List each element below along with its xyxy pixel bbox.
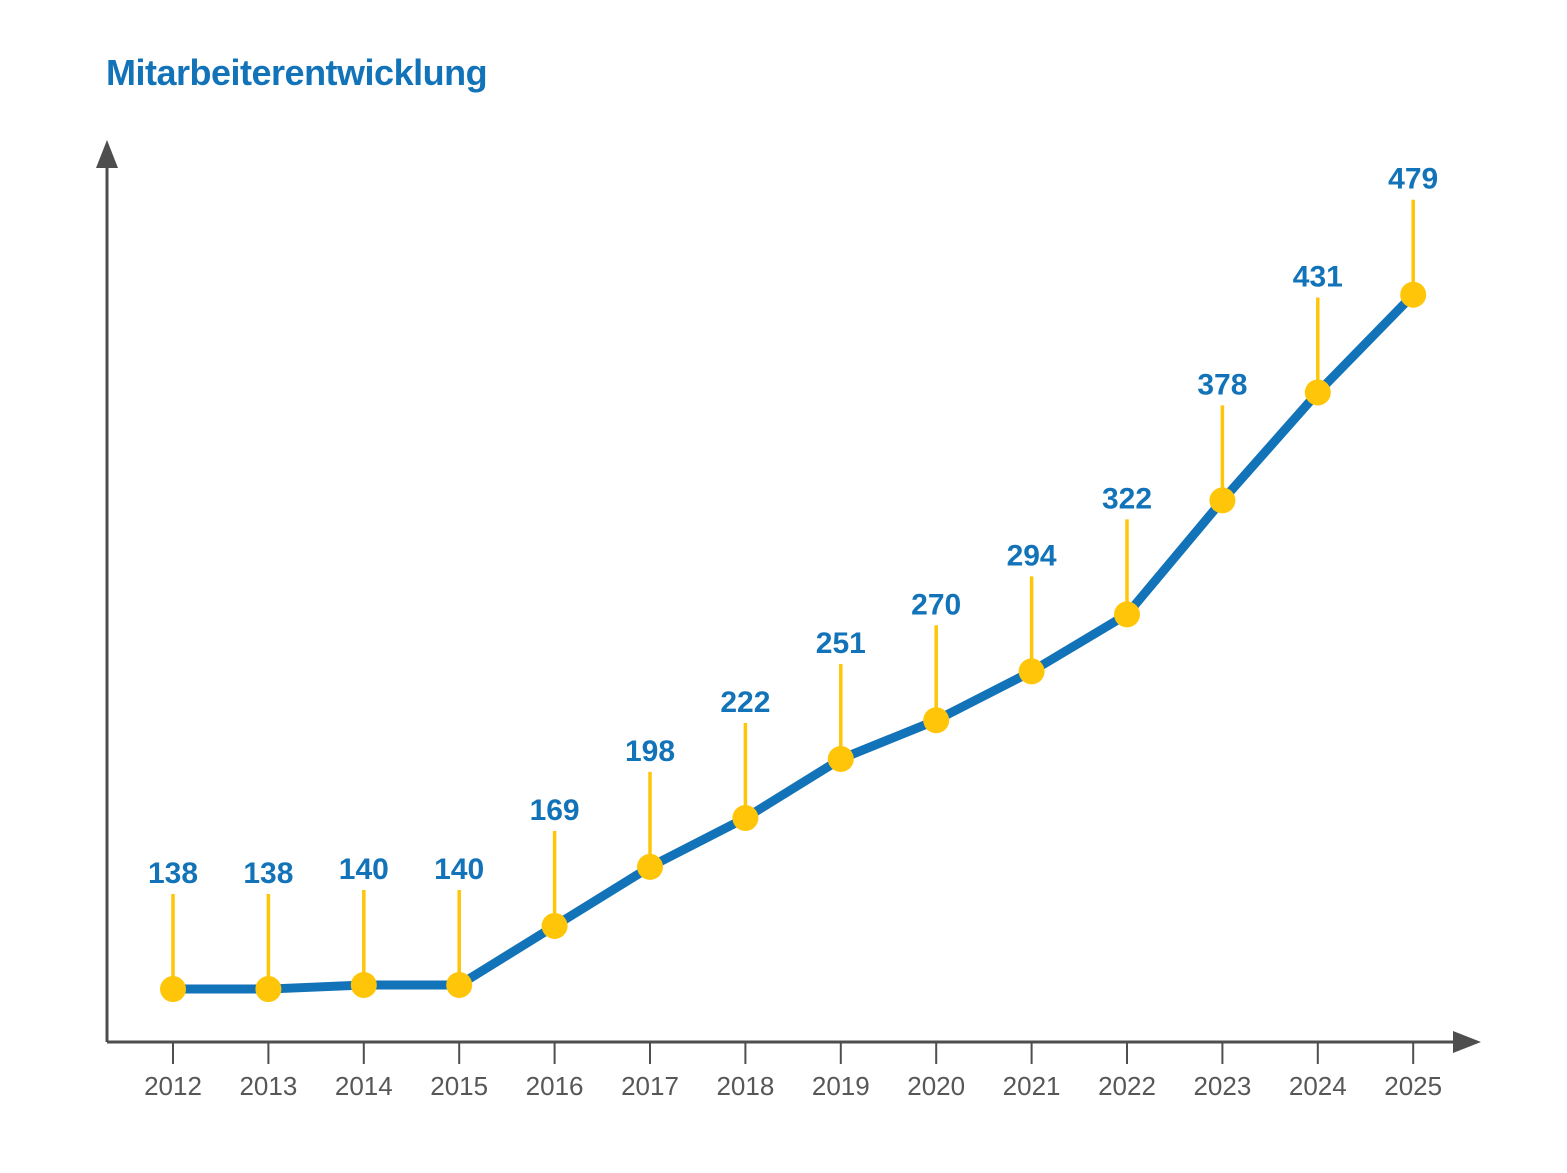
data-point-dot — [827, 745, 854, 772]
value-label: 222 — [720, 686, 770, 719]
year-label: 2021 — [1003, 1071, 1061, 1101]
value-label: 431 — [1293, 260, 1343, 293]
data-point-dot — [541, 912, 568, 939]
value-label: 140 — [339, 853, 389, 886]
value-label: 270 — [911, 588, 961, 621]
value-label: 479 — [1388, 163, 1438, 196]
data-point-dot — [255, 976, 282, 1003]
year-label: 2013 — [239, 1071, 297, 1101]
chart-title: Mitarbeiterentwicklung — [106, 52, 488, 93]
data-point-dot — [923, 707, 950, 734]
value-label: 169 — [530, 794, 580, 827]
year-label: 2020 — [907, 1071, 965, 1101]
trend-line — [168, 290, 1418, 994]
year-label: 2022 — [1098, 1071, 1156, 1101]
year-label: 2014 — [335, 1071, 393, 1101]
value-label: 378 — [1197, 368, 1247, 401]
year-label: 2016 — [526, 1071, 584, 1101]
data-point-dot — [1114, 601, 1140, 628]
year-label: 2017 — [621, 1071, 679, 1101]
value-label: 138 — [243, 857, 293, 890]
data-point-dot — [1400, 281, 1427, 308]
year-label: 2023 — [1193, 1071, 1251, 1101]
year-label: 2025 — [1384, 1071, 1442, 1101]
year-label: 2015 — [430, 1071, 488, 1101]
value-label: 251 — [816, 627, 866, 660]
year-label: 2018 — [716, 1071, 774, 1101]
data-point-dot — [446, 971, 473, 998]
value-label: 198 — [625, 735, 675, 768]
data-point-dot — [160, 976, 186, 1003]
year-label: 2019 — [812, 1071, 870, 1101]
data-point-dot — [1018, 658, 1045, 685]
data-point-dot — [1209, 487, 1236, 514]
data-point-dot — [732, 805, 759, 832]
year-label: 2012 — [144, 1071, 202, 1101]
y-axis-arrow-icon — [96, 140, 118, 168]
data-point-dot — [637, 853, 663, 880]
x-axis-arrow-icon — [1453, 1031, 1481, 1053]
data-point-dot — [1304, 379, 1331, 406]
value-label: 140 — [434, 853, 484, 886]
data-point-dot — [350, 971, 377, 998]
value-label: 294 — [1007, 539, 1057, 572]
value-label: 322 — [1102, 482, 1152, 515]
value-label: 138 — [148, 857, 198, 890]
year-label: 2024 — [1289, 1071, 1347, 1101]
